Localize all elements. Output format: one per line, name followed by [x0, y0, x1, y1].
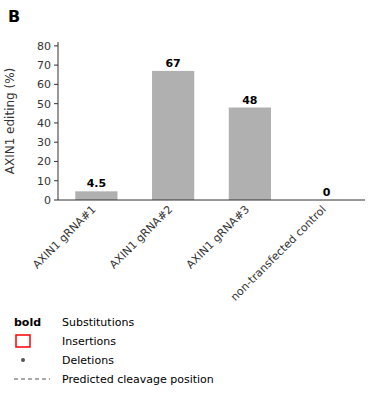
tick-label: 80	[37, 40, 51, 53]
data-label: 4.5	[87, 177, 107, 190]
bar	[152, 71, 194, 200]
tick-label: 20	[37, 155, 51, 168]
tick-mark	[54, 180, 58, 181]
key-sample: bold	[14, 316, 41, 329]
tick-mark	[54, 45, 58, 46]
tick-label: 70	[37, 59, 51, 72]
category-label: AXIN1 gRNA#1	[30, 203, 98, 271]
tick-mark	[54, 200, 58, 201]
data-label: 48	[242, 94, 257, 107]
key-label: Predicted cleavage position	[62, 373, 214, 386]
data-label: 67	[165, 57, 180, 70]
panel-label: B	[8, 7, 20, 26]
chart: B010203040506070804.567480AXIN1 gRNA#1AX…	[0, 0, 379, 400]
tick-label: 30	[37, 136, 51, 149]
key: bold Substitutions Insertions Deletions Pred…	[14, 316, 214, 386]
tick-mark	[54, 84, 58, 85]
key-label: Substitutions	[62, 316, 134, 329]
tick-label: 40	[37, 117, 51, 130]
key-symbol	[21, 358, 25, 362]
data-label: 0	[323, 186, 331, 199]
key-symbol	[14, 378, 50, 379]
tick-mark	[54, 161, 58, 162]
tick-label: 50	[37, 98, 51, 111]
category-label: non-transfected control	[228, 203, 329, 304]
y-axis-label: AXIN1 editing (%)	[3, 68, 17, 175]
tick-mark	[54, 65, 58, 66]
key-label: Deletions	[62, 354, 114, 367]
x-axis-line	[58, 200, 365, 201]
tick-mark	[54, 103, 58, 104]
bar	[75, 191, 117, 200]
tick-label: 60	[37, 78, 51, 91]
tick-label: 0	[44, 194, 51, 207]
key-symbol	[16, 335, 30, 347]
tick-mark	[54, 142, 58, 143]
bar	[229, 108, 271, 200]
category-label: AXIN1 gRNA#3	[184, 203, 252, 271]
tick-mark	[54, 122, 58, 123]
bars	[75, 71, 271, 200]
category-label: AXIN1 gRNA#2	[107, 203, 175, 271]
y-axis-line	[58, 42, 59, 200]
y-axis: 0 10 20 30 40 50 60 70 80	[37, 40, 58, 207]
key-label: Insertions	[62, 335, 116, 348]
tick-label: 10	[37, 175, 51, 188]
